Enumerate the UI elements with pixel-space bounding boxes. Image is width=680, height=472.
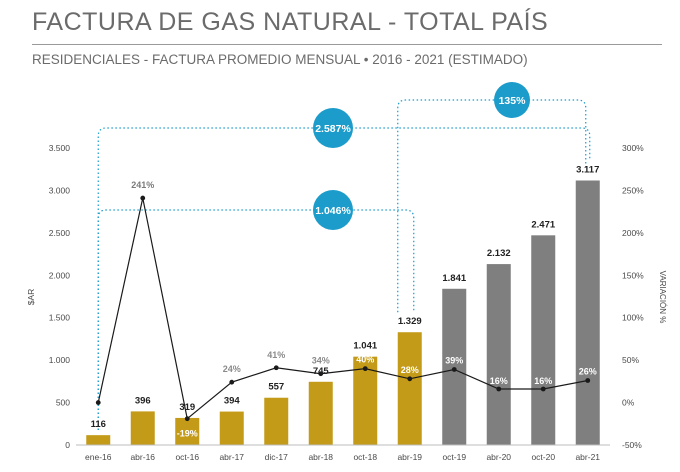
bar-value-label: 116 (91, 419, 106, 430)
y2-tick-label: 100% (622, 313, 644, 323)
bar-value-label: 319 (179, 402, 195, 413)
bar (86, 435, 111, 445)
bar-value-label: 1.329 (398, 316, 422, 327)
variation-label: 41% (267, 350, 285, 360)
bar (308, 381, 333, 445)
bar-value-label: 1.841 (442, 273, 466, 284)
variation-label: 26% (579, 367, 597, 377)
chart-title: FACTURA DE GAS NATURAL - TOTAL PAÍS (32, 8, 549, 36)
callout-badge (494, 82, 530, 118)
variation-label: 16% (534, 376, 552, 386)
y-tick-label: 2.500 (49, 228, 71, 238)
x-tick-label: oct-16 (175, 452, 199, 462)
x-tick-label: abr-20 (486, 452, 511, 462)
variation-label: 40% (356, 355, 374, 365)
variation-label: 39% (445, 355, 463, 365)
y-tick-label: 500 (56, 398, 70, 408)
x-tick-label: abr-19 (397, 452, 422, 462)
variation-label: 28% (401, 365, 419, 375)
callout-bracket (97, 127, 591, 430)
variation-point (273, 365, 279, 371)
bar-value-label: 3.117 (576, 165, 599, 176)
variation-label: 241% (131, 180, 154, 190)
bar-value-label: 2.132 (487, 248, 511, 259)
bar (486, 264, 511, 445)
bar (397, 332, 422, 445)
callout-label: 135% (499, 95, 527, 107)
callout-label: 1.046% (315, 205, 351, 217)
y2-axis-label: VARIACIÓN % (658, 271, 667, 324)
x-tick-label: ene-16 (85, 452, 112, 462)
bar-value-label: 557 (268, 382, 284, 393)
y-tick-label: 0 (65, 440, 70, 450)
y-tick-label: 1.500 (49, 313, 71, 323)
bar (442, 288, 467, 445)
bar-value-label: 394 (224, 396, 241, 407)
x-tick-label: abr-16 (130, 452, 155, 462)
variation-point (229, 379, 235, 385)
callout-badge (313, 190, 353, 230)
y-tick-label: 3.000 (49, 185, 71, 195)
variation-point (585, 378, 591, 383)
variation-label: 16% (490, 376, 508, 386)
bar (219, 411, 244, 445)
variation-point (184, 416, 190, 422)
x-tick-label: dic-17 (265, 452, 288, 462)
y-tick-label: 3.500 (49, 143, 71, 153)
y-tick-label: 2.000 (49, 270, 71, 280)
variation-point (140, 195, 146, 201)
y2-tick-label: 300% (622, 143, 644, 153)
bar-value-label: 2.471 (531, 219, 555, 230)
variation-label: -19% (177, 429, 198, 439)
chart-subtitle: RESIDENCIALES - FACTURA PROMEDIO MENSUAL… (32, 52, 528, 67)
x-tick-label: abr-17 (219, 452, 244, 462)
x-tick-label: abr-21 (575, 452, 600, 462)
x-tick-label: oct-20 (531, 452, 555, 462)
x-tick-label: oct-19 (442, 452, 466, 462)
y2-tick-label: 0% (622, 398, 635, 408)
x-tick-label: abr-18 (308, 452, 333, 462)
y2-tick-label: 50% (622, 355, 639, 365)
y-axis-label: $AR (26, 289, 36, 306)
variation-label: 24% (223, 364, 241, 374)
bar (264, 397, 289, 445)
bar (531, 235, 556, 445)
bar (575, 180, 600, 445)
y-tick-label: 1.000 (49, 355, 71, 365)
y2-tick-label: 150% (622, 270, 644, 280)
x-tick-label: oct-18 (353, 452, 377, 462)
bar (130, 411, 155, 445)
title-divider (32, 44, 662, 45)
bar-value-label: 396 (135, 395, 151, 406)
bar-value-label: 1.041 (353, 341, 377, 352)
variation-point (540, 386, 546, 392)
variation-point (95, 400, 101, 405)
bar (175, 417, 200, 445)
y2-tick-label: -50% (622, 440, 642, 450)
variation-point (407, 376, 413, 382)
variation-line (97, 197, 588, 420)
variation-point (451, 367, 457, 372)
y2-tick-label: 200% (622, 228, 644, 238)
callout-label: 2.587% (315, 123, 351, 135)
variation-point (318, 371, 324, 377)
y2-tick-label: 250% (622, 185, 644, 195)
callout-badge (313, 108, 353, 148)
variation-point (496, 386, 502, 392)
bar-value-label: 745 (313, 366, 330, 377)
bar (353, 356, 378, 445)
variation-label: 34% (312, 356, 330, 366)
variation-point (362, 366, 368, 372)
